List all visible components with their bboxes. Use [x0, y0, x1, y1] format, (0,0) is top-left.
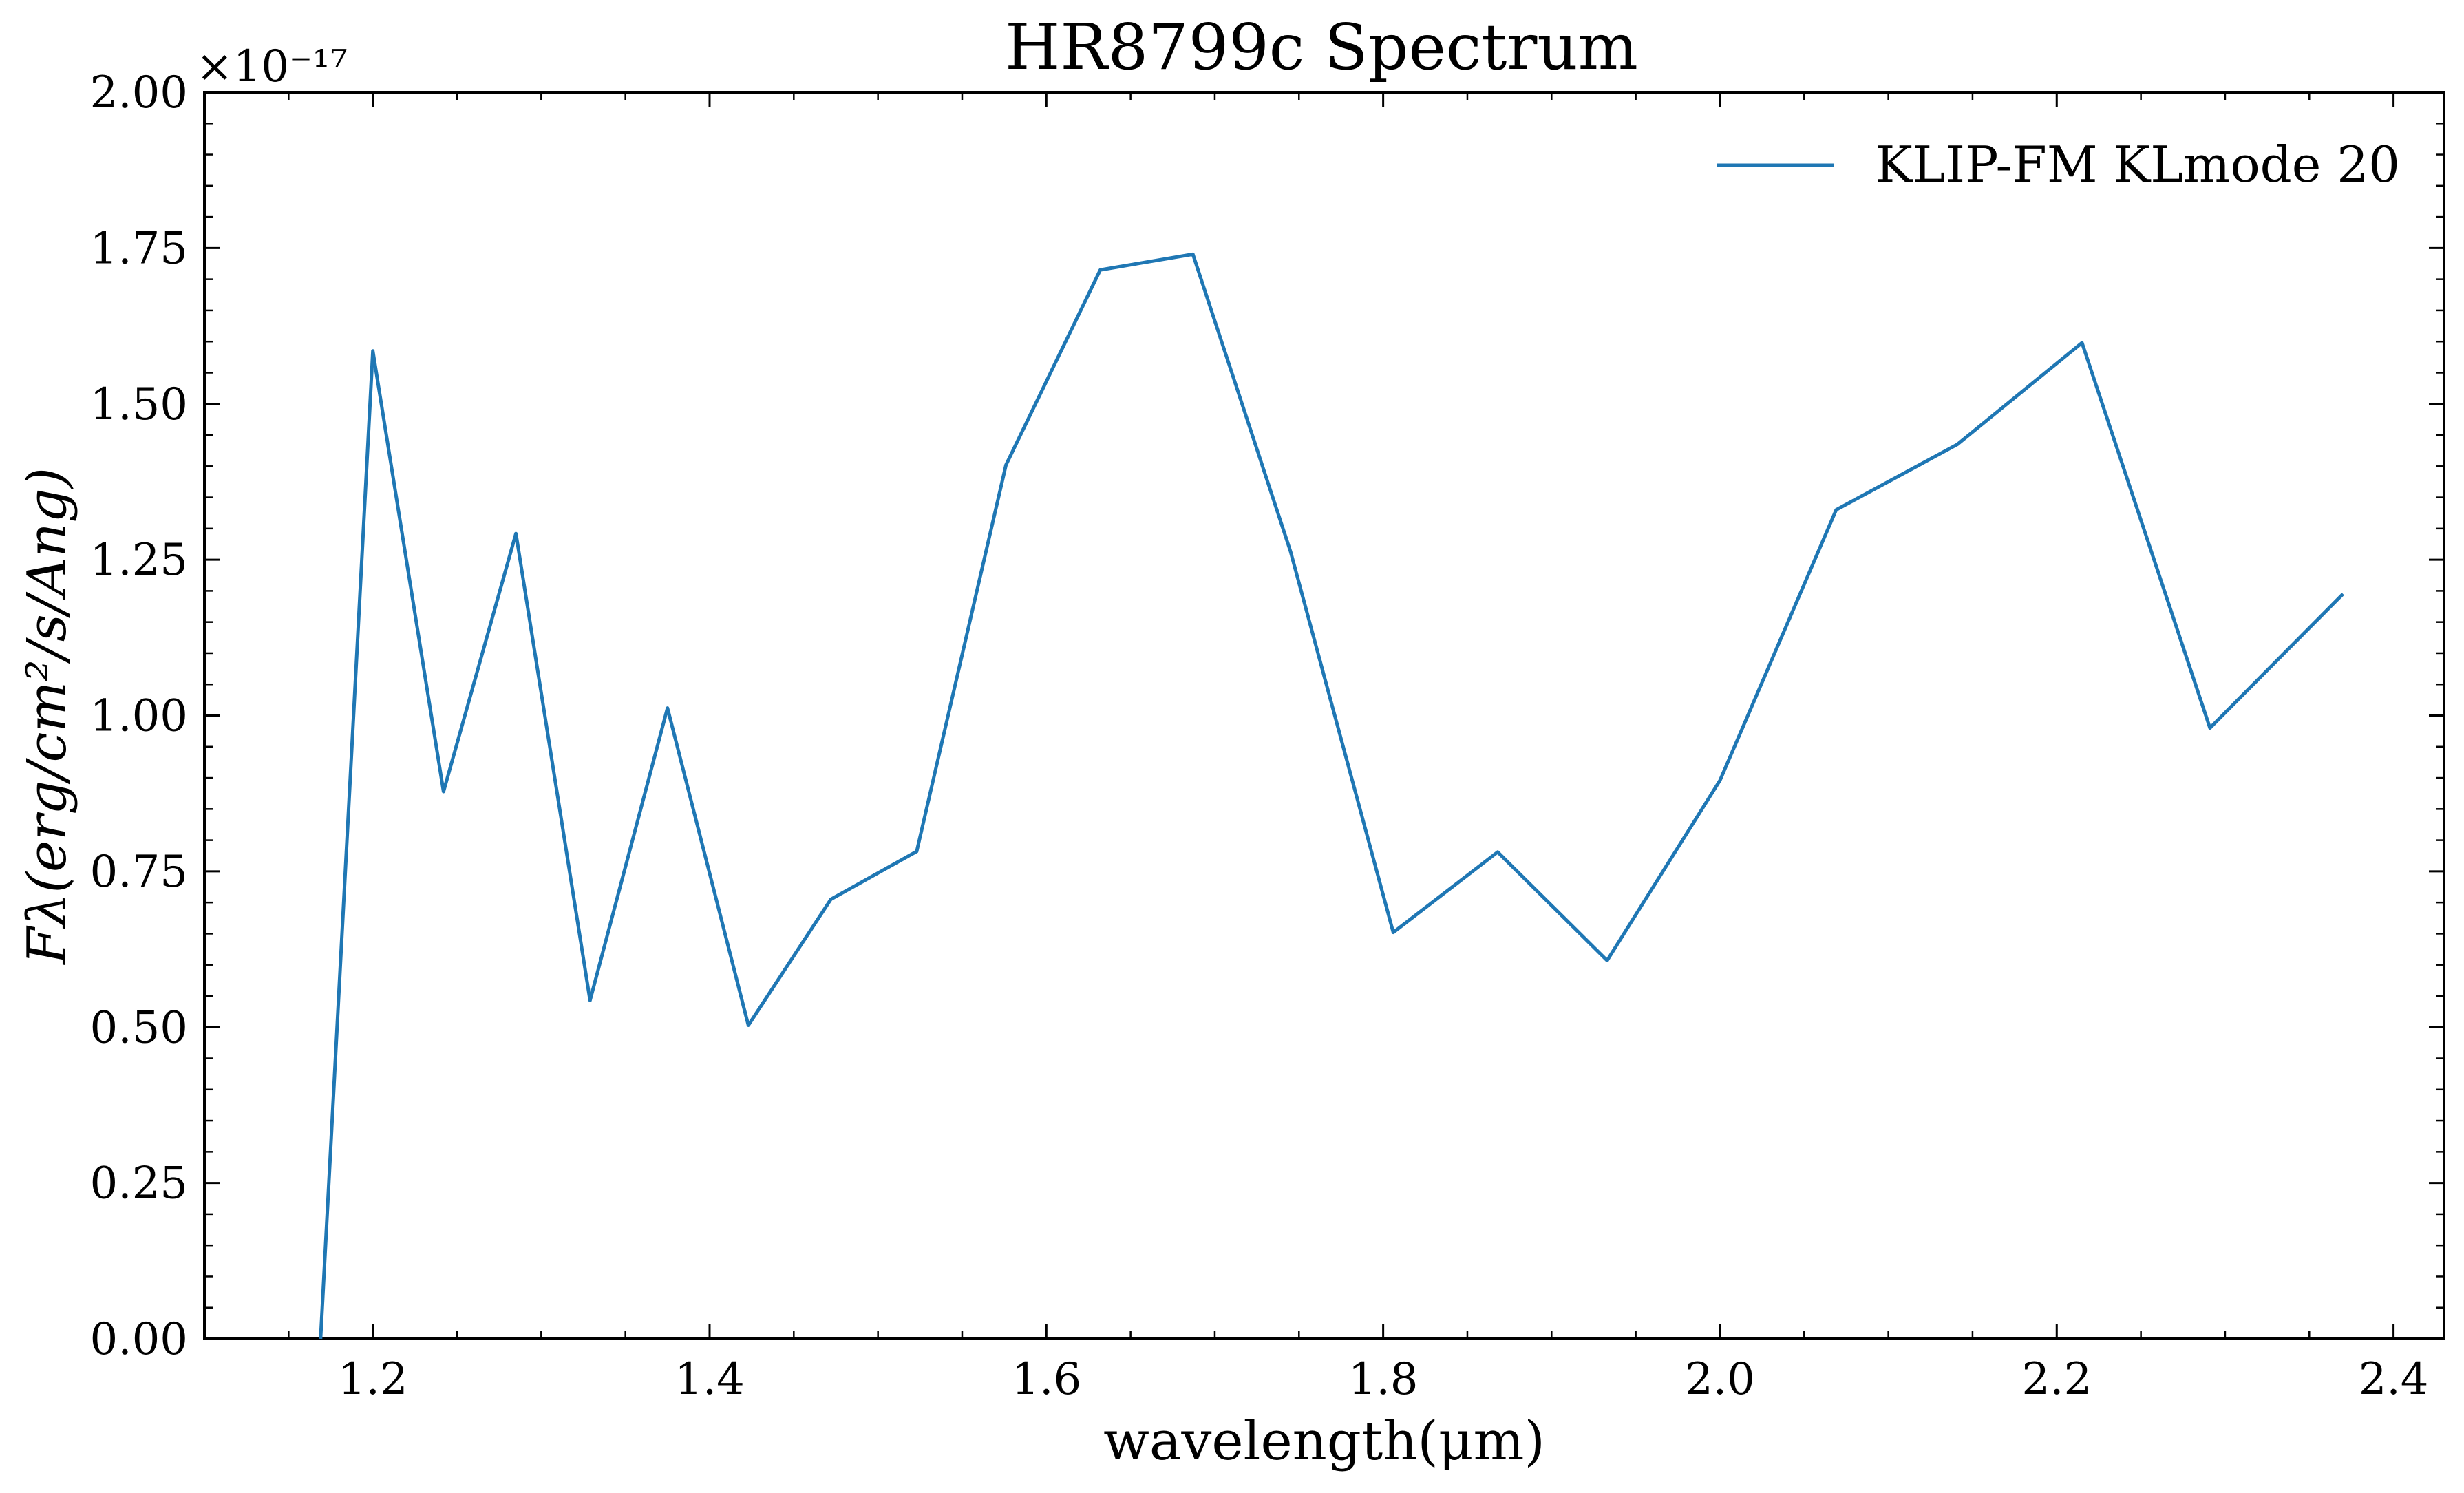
series-line-klip-fm-klmode-20: [319, 252, 2344, 1340]
x-tick-label: 2.4: [2359, 1354, 2429, 1405]
x-tick-label: 1.6: [1011, 1354, 1081, 1405]
y-tick-label: 0.50: [90, 1002, 189, 1053]
chart-title: HR8799c Spectrum: [1005, 10, 1638, 84]
series-layer: [319, 252, 2344, 1340]
y-tick-label: 2.00: [90, 67, 189, 118]
x-axis-ticks: [288, 92, 2395, 1339]
y-tick-label: 1.00: [90, 691, 189, 742]
y-axis-offset-label: ×10⁻¹⁷: [196, 41, 348, 92]
y-tick-label: 1.50: [90, 379, 189, 430]
x-tick-label: 1.2: [338, 1354, 408, 1405]
y-axis-ticks: [204, 91, 2444, 1340]
x-tick-label: 2.0: [1685, 1354, 1755, 1405]
legend-label-klip-fm: KLIP-FM KLmode 20: [1876, 136, 2400, 193]
legend: KLIP-FM KLmode 20: [1717, 136, 2400, 193]
x-tick-label: 2.2: [2021, 1354, 2092, 1405]
y-tick-label: 0.75: [90, 847, 189, 898]
x-axis-tick-labels: 1.2 1.4 1.6 1.8 2.0 2.2 2.4: [338, 1354, 2429, 1405]
x-tick-label: 1.4: [675, 1354, 745, 1405]
y-tick-label: 0.25: [90, 1158, 189, 1209]
y-tick-label: 0.00: [90, 1314, 189, 1365]
y-axis-tick-labels: 0.00 0.25 0.50 0.75 1.00 1.25 1.50 1.75 2.00: [90, 67, 189, 1365]
y-tick-label: 1.25: [90, 535, 189, 586]
x-axis-title: wavelength(μm): [1103, 1410, 1545, 1472]
y-tick-label: 1.75: [90, 223, 189, 274]
y-axis-title: Fλ(erg/cm²/s/Ang): [17, 467, 78, 966]
x-tick-label: 1.8: [1348, 1354, 1419, 1405]
